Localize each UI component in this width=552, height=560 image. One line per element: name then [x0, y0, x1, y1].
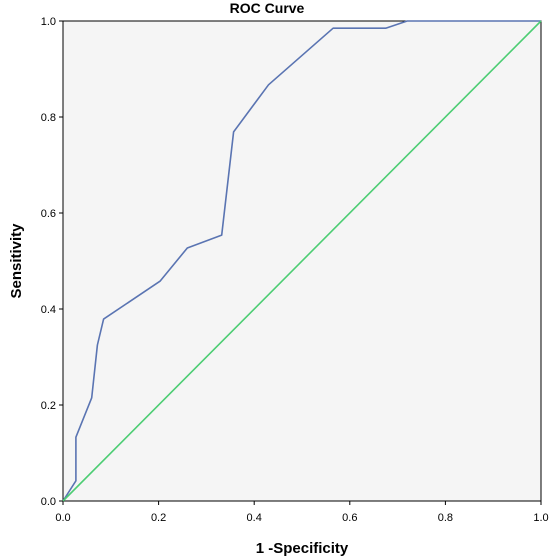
x-tick-label: 0.4 [247, 512, 262, 524]
chart-title: ROC Curve [230, 0, 305, 16]
reference-line [62, 20, 542, 502]
y-tick-label: 0.0 [41, 496, 56, 508]
x-tick-label: 0.2 [151, 512, 166, 524]
y-tick-label: 0.8 [41, 112, 56, 124]
y-tick-label: 1.0 [41, 16, 56, 28]
roc-curve-line [62, 20, 541, 502]
x-tick-label: 0.8 [438, 512, 453, 524]
y-axis-label: Sensitivity [8, 223, 25, 299]
x-tick-label: 0.0 [55, 512, 70, 524]
y-tick-label: 0.6 [41, 208, 56, 220]
x-axis-label: 1 -Specificity [256, 540, 349, 557]
y-tick-label: 0.4 [41, 304, 56, 316]
x-tick-label: 0.6 [342, 512, 357, 524]
y-tick-label: 0.2 [41, 400, 56, 412]
x-tick-label: 1.0 [533, 512, 548, 524]
